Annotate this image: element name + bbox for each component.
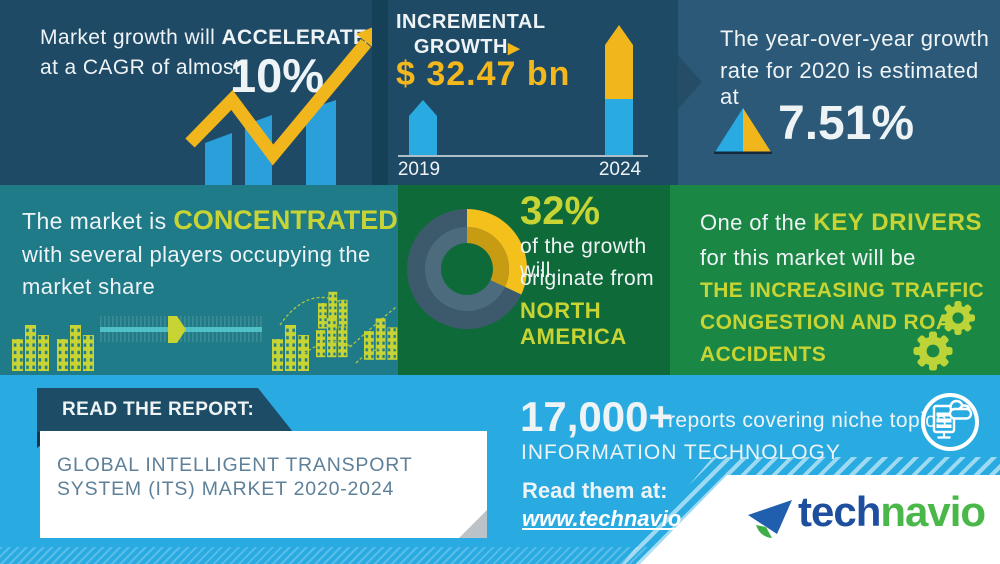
report-title: GLOBAL INTELLIGENT TRANSPORT SYSTEM (ITS… <box>57 453 412 501</box>
incremental-title-line2: GROWTH▶ <box>396 35 520 61</box>
reports-caption: reports covering niche topics <box>668 409 947 432</box>
chevron-decoration <box>678 55 702 109</box>
technavio-wordmark: technavio <box>798 488 986 536</box>
bar-2019 <box>409 100 437 155</box>
drivers-line2: for this market will be <box>700 245 916 270</box>
driver-text-1: THE INCREASING TRAFFIC <box>700 279 985 302</box>
driver-text-3: ACCIDENTS <box>700 343 827 366</box>
growth-arrow-icon <box>185 27 372 185</box>
triangle-up-icon <box>714 108 772 154</box>
panel-region-growth: 32% of the growth will originate from NO… <box>398 185 670 375</box>
growth-line1-text: Market growth will <box>40 26 222 49</box>
region-name: NORTH AMERICA <box>520 298 627 349</box>
incremental-title-growth: GROWTH <box>413 36 508 58</box>
concentration-line3: market share <box>22 274 156 299</box>
incremental-value: $ 32.47 bn <box>396 55 571 93</box>
panel-yoy-growth: The year-over-year growth rate for 2020 … <box>678 0 1000 185</box>
concentration-line1: The market is CONCENTRATED <box>22 205 398 236</box>
year-label-start: 2019 <box>397 159 441 180</box>
incremental-title: INCREMENTAL GROWTH▶ <box>396 10 546 61</box>
reports-count: 17,000+ <box>520 393 673 440</box>
region-line1: of the growth will <box>520 235 647 282</box>
panel-divider <box>372 0 388 185</box>
panel-concentration: The market is CONCENTRATED with several … <box>0 185 398 375</box>
report-title-line1: GLOBAL INTELLIGENT TRANSPORT <box>57 454 413 476</box>
pointer-arrow-icon: ▶ <box>507 40 520 57</box>
connection-arcs <box>279 296 398 364</box>
driver-text-2: CONGESTION AND ROAD <box>700 311 967 334</box>
region-share-value: 32% <box>520 189 601 233</box>
panel-footer: READ THE REPORT: GLOBAL INTELLIGENT TRAN… <box>0 375 1000 564</box>
ribbon-label: READ THE REPORT: <box>62 399 255 420</box>
growth-line1: Market growth will ACCELERATE <box>40 26 367 50</box>
panel-key-drivers: One of the KEY DRIVERS for this market w… <box>670 185 1000 375</box>
concentration-line1-accent: CONCENTRATED <box>173 205 398 235</box>
drivers-line1-accent: KEY DRIVERS <box>813 209 983 236</box>
read-report-ribbon: READ THE REPORT: <box>37 388 293 432</box>
cagr-value: 10% <box>230 49 325 102</box>
drivers-line1-text: One of the <box>700 210 814 235</box>
technavio-logo-icon <box>748 500 792 538</box>
concentration-line2: with several players occupying the <box>22 242 371 267</box>
gears-icon <box>913 301 975 371</box>
incremental-title-line1: INCREMENTAL <box>396 11 546 33</box>
year-label-end: 2024 <box>598 159 642 180</box>
bar-2024-incremental <box>605 25 633 99</box>
website-link[interactable]: www.technavio.com <box>522 506 733 531</box>
category-label: INFORMATION TECHNOLOGY <box>521 441 841 464</box>
bar-2024-base <box>605 99 633 155</box>
region-line2: originate from <box>520 267 654 290</box>
panel-incremental-growth: INCREMENTAL GROWTH▶ $ 32.47 bn 2019 2024 <box>388 0 678 185</box>
brand-navio-text: navio <box>880 488 986 535</box>
growth-line1-accent: ACCELERATE <box>221 26 368 49</box>
yoy-value: 7.51% <box>778 97 915 150</box>
incremental-bar-chart <box>398 25 648 157</box>
donut-chart <box>407 209 528 329</box>
read-them-at: Read them at: <box>522 478 668 503</box>
concentration-line1-text: The market is <box>22 208 174 234</box>
donut-slice-32pct <box>467 209 528 295</box>
city-buildings-graphic <box>12 291 398 371</box>
growth-line2: at a CAGR of almost <box>40 56 241 79</box>
yoy-line2: rate for 2020 is estimated at <box>720 58 979 109</box>
cloud-server-icon <box>921 393 979 451</box>
panel-market-growth: Market growth will ACCELERATE at a CAGR … <box>0 0 372 185</box>
report-card[interactable]: GLOBAL INTELLIGENT TRANSPORT SYSTEM (ITS… <box>40 431 487 538</box>
yoy-line1: The year-over-year growth <box>720 26 990 51</box>
drivers-line1: One of the KEY DRIVERS <box>700 209 982 237</box>
play-arrow-icon <box>168 316 186 343</box>
report-title-line2: SYSTEM (ITS) MARKET 2020-2024 <box>57 478 395 500</box>
brand-tech-text: tech <box>798 488 881 535</box>
